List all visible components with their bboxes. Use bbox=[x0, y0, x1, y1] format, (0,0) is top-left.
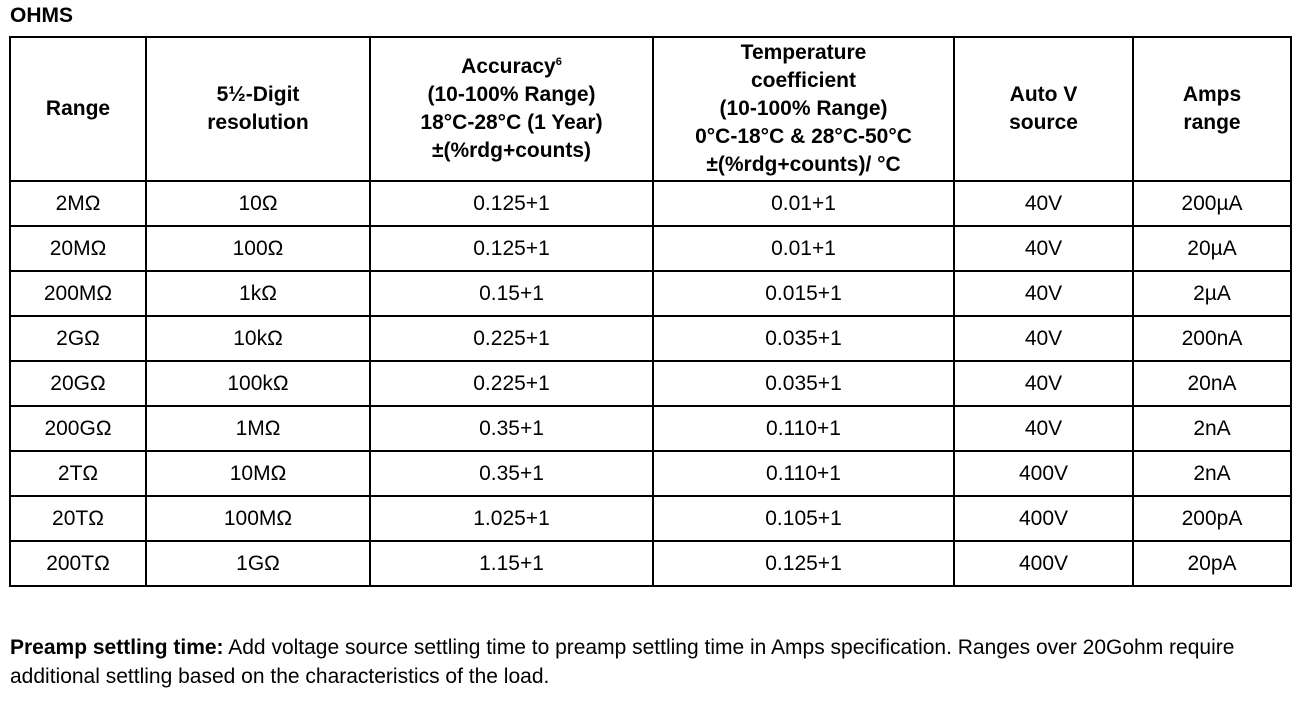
header-accuracy-line: (10-100% Range) bbox=[427, 83, 596, 106]
cell-accuracy: 1.025+1 bbox=[369, 495, 654, 542]
header-resolution: 5½-Digit resolution bbox=[145, 36, 371, 182]
cell-tempco: 0.125+1 bbox=[652, 540, 955, 587]
header-temperature-coefficient: Temperature coefficient (10-100% Range) … bbox=[652, 36, 955, 182]
table-row: 20GΩ 100kΩ 0.225+1 0.035+1 40V 20nA bbox=[9, 360, 1292, 407]
cell-range: 20TΩ bbox=[9, 495, 147, 542]
cell-tempco: 0.01+1 bbox=[652, 225, 955, 272]
cell-tempco: 0.035+1 bbox=[652, 315, 955, 362]
header-autov-line: Auto V bbox=[1009, 83, 1078, 106]
cell-resolution: 100kΩ bbox=[145, 360, 371, 407]
cell-amps: 20µA bbox=[1132, 225, 1292, 272]
table-row: 200TΩ 1GΩ 1.15+1 0.125+1 400V 20pA bbox=[9, 540, 1292, 587]
cell-range: 200MΩ bbox=[9, 270, 147, 317]
header-tempco-line: ±(%rdg+counts)/ °C bbox=[706, 153, 901, 176]
cell-range: 2TΩ bbox=[9, 450, 147, 497]
table-row: 200GΩ 1MΩ 0.35+1 0.110+1 40V 2nA bbox=[9, 405, 1292, 452]
note-label: Preamp settling time: bbox=[10, 636, 224, 659]
header-accuracy: Accuracy6 (10-100% Range) 18°C-28°C (1 Y… bbox=[369, 36, 654, 182]
header-tempco-line: (10-100% Range) bbox=[719, 97, 888, 120]
cell-resolution: 1kΩ bbox=[145, 270, 371, 317]
cell-amps: 20nA bbox=[1132, 360, 1292, 407]
cell-tempco: 0.035+1 bbox=[652, 360, 955, 407]
cell-accuracy: 0.125+1 bbox=[369, 180, 654, 227]
header-tempco-line: 0°C-18°C & 28°C-50°C bbox=[695, 125, 912, 148]
cell-resolution: 100MΩ bbox=[145, 495, 371, 542]
header-amps-line: range bbox=[1183, 111, 1241, 134]
cell-resolution: 1MΩ bbox=[145, 405, 371, 452]
header-resolution-line: 5½-Digit bbox=[216, 83, 300, 106]
cell-auto-v: 40V bbox=[953, 225, 1134, 272]
cell-range: 2MΩ bbox=[9, 180, 147, 227]
cell-amps: 20pA bbox=[1132, 540, 1292, 587]
header-amps-range: Amps range bbox=[1132, 36, 1292, 182]
cell-auto-v: 40V bbox=[953, 180, 1134, 227]
cell-amps: 200nA bbox=[1132, 315, 1292, 362]
table-row: 20TΩ 100MΩ 1.025+1 0.105+1 400V 200pA bbox=[9, 495, 1292, 542]
header-amps-line: Amps bbox=[1182, 83, 1242, 106]
note-text: Add voltage source settling time to prea… bbox=[10, 636, 1235, 688]
table-header-row: Range 5½-Digit resolution Accuracy6 (10-… bbox=[9, 36, 1292, 182]
header-range: Range bbox=[9, 36, 147, 182]
cell-range: 2GΩ bbox=[9, 315, 147, 362]
cell-auto-v: 400V bbox=[953, 540, 1134, 587]
table-row: 200MΩ 1kΩ 0.15+1 0.015+1 40V 2µA bbox=[9, 270, 1292, 317]
cell-amps: 200µA bbox=[1132, 180, 1292, 227]
header-accuracy-title: Accuracy bbox=[461, 55, 556, 78]
header-accuracy-line: 18°C-28°C (1 Year) bbox=[420, 111, 603, 134]
cell-range: 200TΩ bbox=[9, 540, 147, 587]
cell-accuracy: 0.225+1 bbox=[369, 360, 654, 407]
cell-range: 20GΩ bbox=[9, 360, 147, 407]
header-auto-v-source: Auto V source bbox=[953, 36, 1134, 182]
cell-auto-v: 40V bbox=[953, 270, 1134, 317]
table-row: 2MΩ 10Ω 0.125+1 0.01+1 40V 200µA bbox=[9, 180, 1292, 227]
cell-tempco: 0.110+1 bbox=[652, 450, 955, 497]
header-accuracy-line: ±(%rdg+counts) bbox=[431, 139, 592, 162]
cell-range: 200GΩ bbox=[9, 405, 147, 452]
header-resolution-line: resolution bbox=[207, 111, 309, 134]
cell-resolution: 100Ω bbox=[145, 225, 371, 272]
header-autov-line: source bbox=[1009, 111, 1078, 134]
cell-accuracy: 0.35+1 bbox=[369, 405, 654, 452]
header-range-label: Range bbox=[45, 97, 111, 120]
cell-amps: 2nA bbox=[1132, 450, 1292, 497]
settling-time-note: Preamp settling time: Add voltage source… bbox=[10, 633, 1285, 691]
cell-tempco: 0.110+1 bbox=[652, 405, 955, 452]
header-tempco-line: coefficient bbox=[750, 69, 857, 92]
header-tempco-line: Temperature bbox=[740, 41, 867, 64]
cell-tempco: 0.015+1 bbox=[652, 270, 955, 317]
cell-accuracy: 0.225+1 bbox=[369, 315, 654, 362]
cell-amps: 2nA bbox=[1132, 405, 1292, 452]
cell-accuracy: 0.15+1 bbox=[369, 270, 654, 317]
cell-auto-v: 400V bbox=[953, 450, 1134, 497]
table-row: 2TΩ 10MΩ 0.35+1 0.110+1 400V 2nA bbox=[9, 450, 1292, 497]
ohms-spec-table: Range 5½-Digit resolution Accuracy6 (10-… bbox=[9, 36, 1292, 587]
table-row: 20MΩ 100Ω 0.125+1 0.01+1 40V 20µA bbox=[9, 225, 1292, 272]
header-accuracy-title-line: Accuracy6 bbox=[371, 53, 652, 81]
cell-accuracy: 0.35+1 bbox=[369, 450, 654, 497]
footnote-marker: 6 bbox=[555, 56, 562, 68]
cell-resolution: 10kΩ bbox=[145, 315, 371, 362]
cell-auto-v: 40V bbox=[953, 405, 1134, 452]
section-title: OHMS bbox=[10, 4, 73, 27]
cell-accuracy: 1.15+1 bbox=[369, 540, 654, 587]
cell-resolution: 10MΩ bbox=[145, 450, 371, 497]
cell-tempco: 0.105+1 bbox=[652, 495, 955, 542]
cell-auto-v: 40V bbox=[953, 315, 1134, 362]
cell-auto-v: 400V bbox=[953, 495, 1134, 542]
cell-resolution: 10Ω bbox=[145, 180, 371, 227]
cell-auto-v: 40V bbox=[953, 360, 1134, 407]
table-row: 2GΩ 10kΩ 0.225+1 0.035+1 40V 200nA bbox=[9, 315, 1292, 362]
cell-tempco: 0.01+1 bbox=[652, 180, 955, 227]
cell-resolution: 1GΩ bbox=[145, 540, 371, 587]
cell-amps: 2µA bbox=[1132, 270, 1292, 317]
cell-accuracy: 0.125+1 bbox=[369, 225, 654, 272]
cell-amps: 200pA bbox=[1132, 495, 1292, 542]
cell-range: 20MΩ bbox=[9, 225, 147, 272]
